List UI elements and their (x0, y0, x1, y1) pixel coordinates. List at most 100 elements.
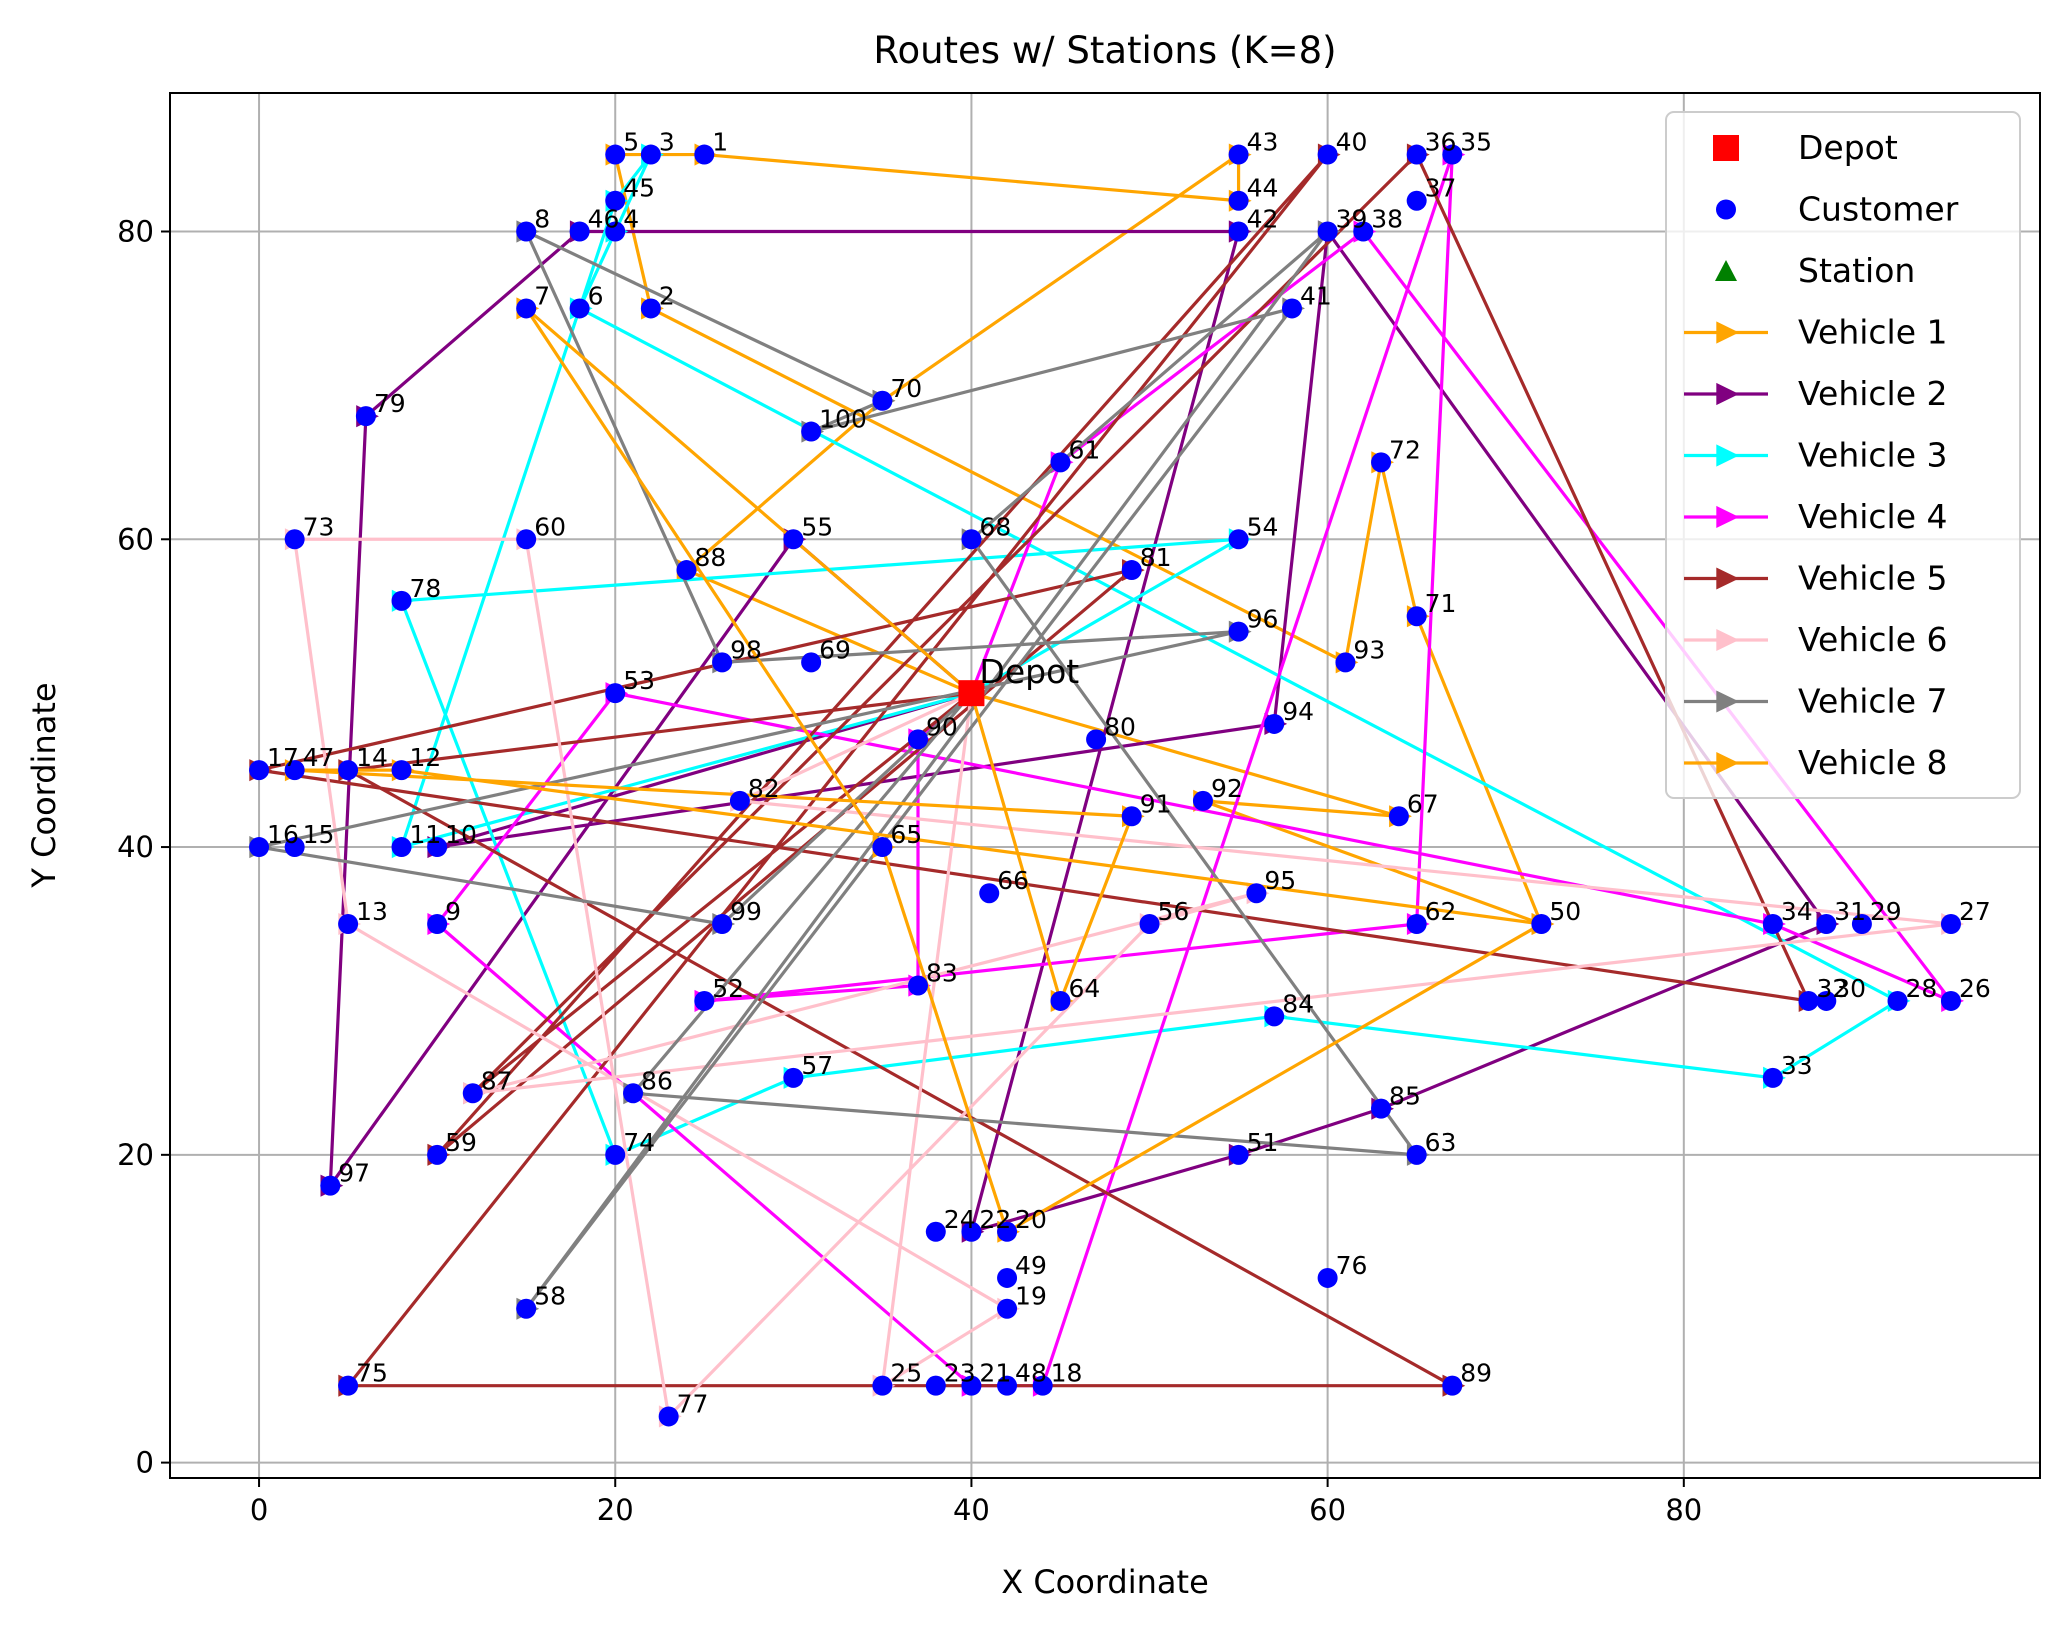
customer-point (694, 990, 715, 1011)
customer-label: 80 (1104, 712, 1136, 741)
customer-label: 8 (534, 205, 550, 234)
customer-point (1228, 190, 1249, 211)
customer-label: 7 (534, 281, 550, 310)
customer-label: 44 (1247, 174, 1279, 203)
customer-label: 1 (712, 128, 728, 157)
customer-label: 17 (267, 743, 299, 772)
customer-label: 39 (1336, 205, 1368, 234)
customer-label: 100 (819, 405, 867, 434)
customer-label: 33 (1781, 1051, 1813, 1080)
customer-point (712, 652, 733, 673)
customer-label: 62 (1425, 897, 1457, 926)
customer-label: 68 (979, 512, 1011, 541)
customer-label: 24 (944, 1205, 976, 1234)
legend-station-swatch (1715, 260, 1737, 281)
customer-label: 77 (677, 1389, 709, 1418)
legend-arrow-swatch (1716, 752, 1739, 774)
customer-label: 20 (1015, 1205, 1047, 1234)
customer-label: 14 (356, 743, 388, 772)
customer-label: 55 (801, 512, 833, 541)
customer-label: 29 (1870, 897, 1902, 926)
customer-label: 99 (730, 897, 762, 926)
x-tick-label: 60 (1309, 1493, 1346, 1527)
customer-label: 22 (979, 1205, 1011, 1234)
customer-label: 61 (1068, 435, 1100, 464)
customer-label: 84 (1282, 989, 1314, 1018)
customer-label: 88 (694, 543, 726, 572)
customer-label: 69 (819, 635, 851, 664)
customer-label: 52 (712, 974, 744, 1003)
customer-point (516, 1298, 537, 1319)
route-line (294, 307, 1547, 1235)
customer-label: 27 (1959, 897, 1991, 926)
plot-frame (169, 92, 2041, 1479)
customer-label: 78 (410, 574, 442, 603)
customer-point (694, 144, 715, 165)
y-tick-label: 80 (117, 215, 154, 249)
customer-point (1282, 298, 1302, 319)
customer-point (1228, 529, 1249, 550)
customer-label: 57 (801, 1051, 833, 1080)
customer-point (1317, 144, 1338, 165)
customer-point (801, 652, 822, 673)
customer-label: 72 (1389, 435, 1421, 464)
customer-label: 63 (1425, 1128, 1457, 1157)
customer-point (605, 221, 626, 242)
customer-point (1121, 560, 1142, 581)
customer-point (391, 837, 412, 858)
customer-label: 37 (1425, 174, 1457, 203)
customer-point (1228, 1144, 1249, 1165)
customer-point (925, 1375, 946, 1396)
customer-point (569, 298, 590, 319)
customer-point (605, 1144, 626, 1165)
customer-point (284, 837, 305, 858)
customer-point (1228, 621, 1249, 642)
customer-label: 46 (588, 205, 620, 234)
customer-label: 25 (890, 1359, 922, 1388)
customer-point (427, 1144, 448, 1165)
customer-point (1442, 1375, 1463, 1396)
customer-point (391, 760, 412, 781)
customer-label: 96 (1247, 605, 1279, 634)
customer-label: 45 (623, 174, 655, 203)
customer-label: 30 (1834, 974, 1866, 1003)
customer-label: 51 (1247, 1128, 1279, 1157)
customer-point (1086, 729, 1107, 750)
customer-point (1317, 221, 1338, 242)
customer-point (284, 529, 305, 550)
customer-label: 79 (374, 389, 406, 418)
customer-label: 82 (748, 774, 780, 803)
customer-point (1192, 790, 1213, 811)
customer-point (1816, 990, 1837, 1011)
customer-point (961, 529, 982, 550)
legend-label: Vehicle 1 (1798, 313, 1948, 352)
customer-point (1406, 190, 1427, 211)
customer-label: 95 (1264, 866, 1296, 895)
customer-point (1816, 914, 1837, 934)
customer-point (516, 298, 537, 319)
customer-point (801, 421, 822, 442)
customer-point (427, 837, 448, 858)
legend-arrow-swatch (1716, 505, 1739, 528)
legend-arrow-swatch (1716, 382, 1739, 406)
customer-label: 18 (1051, 1359, 1083, 1388)
customer-label: 89 (1460, 1359, 1492, 1388)
customer-point (997, 1298, 1018, 1319)
customer-point (355, 406, 376, 427)
customer-label: 40 (1336, 128, 1368, 157)
customer-label: 5 (623, 128, 639, 157)
customer-point (640, 298, 661, 319)
customer-point (1388, 806, 1409, 827)
customer-point (961, 1221, 982, 1242)
customer-label: 56 (1158, 897, 1190, 926)
customer-label: 23 (944, 1359, 976, 1388)
customer-point (338, 760, 359, 781)
legend-label: Customer (1798, 190, 1959, 229)
y-tick-label: 0 (136, 1446, 154, 1480)
point-labels: 1234567891011121314151617181920212223242… (267, 128, 1991, 1419)
legend-depot-swatch (1713, 135, 1739, 161)
legend-label: Station (1798, 251, 1915, 290)
chart-title: Routes w/ Stations (K=8) (873, 29, 1336, 72)
customer-point (1406, 606, 1427, 627)
